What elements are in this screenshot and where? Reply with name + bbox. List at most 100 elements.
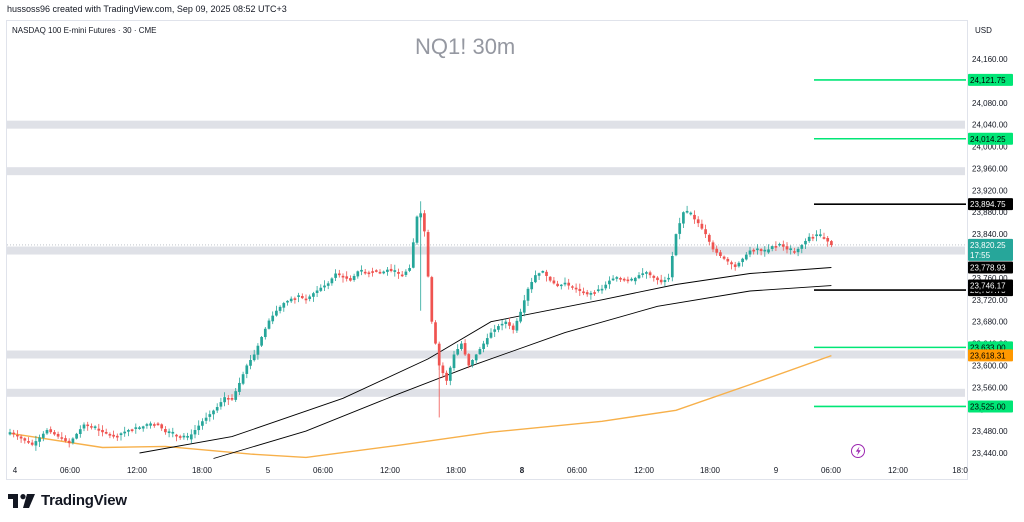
candle-body: [16, 434, 19, 437]
candle: [685, 205, 689, 214]
candle: [600, 284, 604, 294]
candle: [781, 240, 785, 251]
candle-body: [400, 274, 404, 277]
y-tick-label: 23,960.00: [972, 164, 1008, 173]
x-tick-label: 9: [774, 466, 779, 475]
candle-body: [12, 432, 16, 435]
countdown-text: 17:55: [970, 251, 991, 260]
candle: [108, 432, 112, 439]
candle-body: [119, 433, 123, 436]
candle: [578, 283, 582, 296]
candle-body: [308, 296, 312, 300]
candle-body: [567, 282, 571, 286]
candle-body: [256, 345, 260, 355]
candle: [774, 241, 778, 252]
candle-body: [500, 323, 504, 326]
candle: [674, 233, 678, 257]
candle-body: [197, 425, 201, 431]
candle-body: [337, 273, 341, 276]
candle: [415, 215, 419, 245]
candle-body: [149, 423, 152, 426]
y-tick-label: 24,080.00: [972, 99, 1008, 108]
candle: [574, 283, 578, 293]
candle-body: [556, 283, 559, 287]
candle: [822, 232, 826, 240]
candle-body: [534, 275, 537, 283]
candle-body: [589, 292, 593, 295]
attribution-text: hussoss96 created with TradingView.com, …: [7, 4, 287, 14]
candle-body: [482, 343, 485, 350]
x-tick-label: 5: [266, 466, 271, 475]
level-tag-5: 23,525.00: [968, 400, 1013, 413]
candle: [800, 244, 804, 254]
candle-body: [796, 248, 800, 253]
candle: [548, 276, 552, 283]
candle-body: [371, 271, 374, 273]
candle-body: [289, 298, 293, 302]
candle: [556, 280, 559, 288]
candle-body: [178, 436, 182, 438]
lightning-icon[interactable]: [851, 444, 865, 458]
candle: [252, 349, 256, 362]
x-tick-label: 4: [13, 466, 18, 475]
candle-body: [152, 424, 156, 426]
currency-label[interactable]: USD: [975, 26, 992, 35]
candle-body: [223, 397, 226, 403]
candle: [619, 276, 622, 282]
candle: [789, 245, 793, 255]
candle-body: [508, 322, 511, 326]
candle-body: [778, 243, 781, 246]
candle: [145, 422, 149, 429]
candle-body: [252, 354, 256, 361]
last-price-bg: [968, 238, 1013, 261]
candle: [204, 412, 208, 425]
level-tag-4-text: 23,633.00: [970, 343, 1006, 352]
candle-body: [426, 232, 430, 277]
tradingview-logo[interactable]: TradingView: [8, 492, 127, 509]
level-tag-2: 23,894.75: [968, 198, 1013, 211]
candle-body: [826, 237, 830, 242]
candles-layer: [8, 201, 833, 451]
candle: [86, 421, 90, 431]
candle: [633, 276, 637, 285]
time-axis[interactable]: 4 06:00 12:00 18:00 5 06:00 12:00 18:00 8 06:00 12…: [13, 466, 969, 475]
y-tick-label: 23,560.00: [972, 383, 1008, 392]
candle: [659, 274, 663, 285]
candle-body: [108, 433, 112, 436]
zone-band-2: [7, 246, 965, 255]
candle: [552, 276, 556, 285]
indicator-tag-0-text: 23,778.93: [970, 264, 1006, 273]
candle: [104, 428, 108, 435]
candle: [471, 359, 474, 368]
candle: [763, 246, 767, 257]
candle: [212, 409, 215, 420]
candle-body: [241, 374, 245, 384]
candle-body: [548, 276, 552, 281]
candle: [404, 269, 408, 277]
y-tick-label: 24,040.00: [972, 121, 1008, 130]
candle-body: [389, 268, 393, 272]
candle-body: [45, 430, 49, 434]
y-tick-label: 24,000.00: [972, 143, 1008, 152]
candle: [630, 277, 633, 282]
candle-body: [8, 432, 12, 435]
candle: [219, 397, 223, 410]
candle-body: [219, 402, 223, 407]
candle: [715, 245, 719, 256]
candle-body: [571, 286, 574, 288]
candle: [770, 245, 774, 252]
candle: [175, 433, 178, 442]
candle-body: [56, 433, 60, 437]
candle: [289, 296, 293, 303]
level-tag-2-bg: [968, 198, 1013, 211]
candle-body: [600, 288, 604, 291]
candle: [467, 353, 471, 369]
candle-body: [611, 278, 615, 281]
candle-body: [71, 438, 75, 443]
candle-body: [82, 424, 86, 429]
candle-body: [630, 278, 633, 281]
candle-body: [493, 329, 497, 332]
candle: [160, 423, 164, 431]
candle-body: [485, 338, 489, 345]
